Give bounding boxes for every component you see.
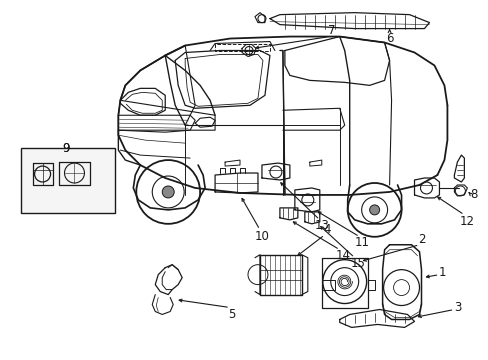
Text: 10: 10 [254,230,269,243]
Bar [20,148,115,213]
Text: 8: 8 [469,188,477,202]
Text: 2: 2 [417,233,425,246]
Text: 4: 4 [323,223,330,236]
Text: 15: 15 [349,257,365,270]
Text: 1: 1 [438,266,445,279]
Circle shape [369,205,379,215]
Text: 11: 11 [354,236,369,249]
Text: 13: 13 [314,219,328,232]
Text: 6: 6 [385,32,392,45]
Text: 9: 9 [61,141,69,155]
Text: 9: 9 [61,141,69,155]
Circle shape [162,186,174,198]
Text: 14: 14 [335,249,349,262]
Text: 7: 7 [327,24,335,37]
Text: 12: 12 [459,215,474,228]
Text: 5: 5 [228,308,235,321]
Text: 3: 3 [453,301,460,314]
